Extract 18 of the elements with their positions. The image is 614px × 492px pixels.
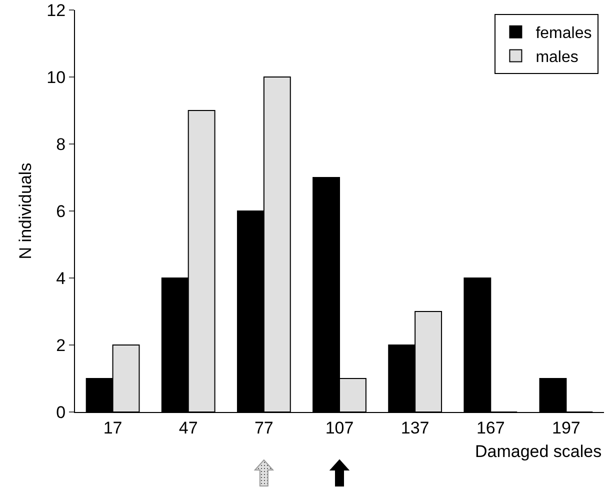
x-tick-label: 77 [254, 418, 274, 438]
y-tick-label: 10 [46, 68, 66, 87]
x-tick-label: 107 [325, 418, 354, 438]
y-tick-label: 6 [56, 202, 66, 221]
legend-label: males [536, 48, 578, 66]
x-tick-label: 47 [178, 418, 198, 438]
y-tick-label: 12 [46, 0, 66, 20]
legend-label: females [536, 25, 592, 42]
x-tick-label: 197 [552, 418, 580, 438]
x-tick-label: 17 [103, 418, 122, 438]
y-tick-label: 4 [56, 268, 66, 288]
y-axis-title: N individuals [16, 162, 35, 260]
x-tick-label: 137 [400, 418, 430, 438]
x-axis-title: Damaged scales [475, 442, 602, 461]
x-tick-label: 167 [476, 418, 505, 438]
y-tick-label: 2 [56, 336, 66, 355]
y-tick-label: 0 [56, 402, 66, 422]
y-tick-label: 8 [56, 134, 66, 154]
